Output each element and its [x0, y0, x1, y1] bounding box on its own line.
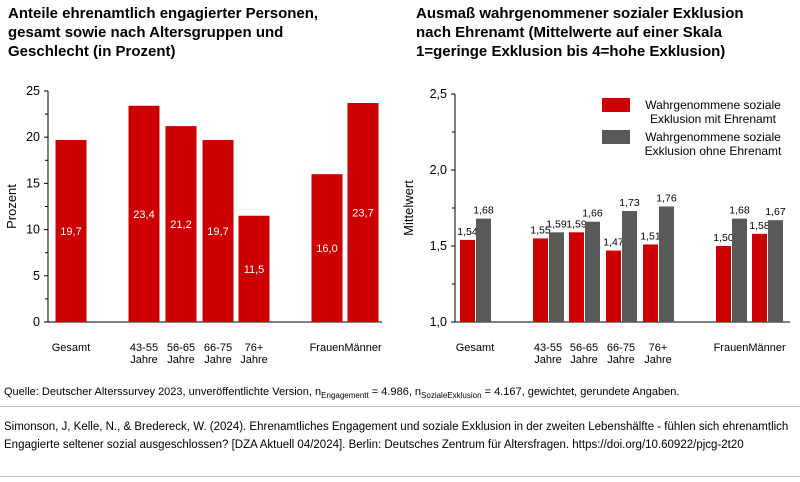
left-chart-title: Anteile ehrenamtlich engagierter Persone…: [8, 5, 319, 60]
left-y-tick-label: 5: [33, 269, 40, 283]
right-bar-value-label: 1,73: [619, 197, 640, 209]
left-category-label: 66-75 Jahre: [204, 342, 232, 366]
left-y-tick-label: 10: [26, 223, 40, 237]
right-y-tick-label: 2,0: [430, 163, 447, 177]
right-y-tick-label: 1,0: [430, 315, 447, 329]
charts-svg: 0 5 10 15 20 25 Prozent 19,7 Gesamt 23,4 43-55 Jahr…: [4, 84, 790, 366]
source-note: Quelle: Deutscher Alterssurvey 2023, unv…: [4, 386, 679, 400]
right-bar-with-volunteering: [533, 238, 548, 322]
left-y-tick-label: 0: [33, 315, 40, 329]
source-mid: = 4.986, n: [368, 386, 422, 398]
left-bar: [311, 174, 343, 322]
right-bar-value-label: 1,58: [749, 220, 770, 232]
right-bar-with-volunteering: [643, 244, 658, 322]
right-bar-value-label: 1,59: [566, 218, 587, 230]
divider-bottom: [0, 476, 800, 477]
right-category-label: 76+ Jahre: [644, 342, 672, 366]
right-bar-with-volunteering: [460, 239, 475, 322]
right-bar-with-volunteering: [716, 246, 731, 322]
right-bar-value-label: 1,47: [603, 237, 624, 249]
right-bar-without-volunteering: [476, 218, 491, 322]
left-bar: [202, 139, 234, 322]
right-category-label: 43-55 Jahre: [534, 342, 562, 366]
source-prefix: Quelle: Deutscher Alterssurvey 2023, unv…: [4, 386, 322, 398]
left-y-axis-title: Prozent: [4, 184, 19, 229]
right-bar-value-label: 1,51: [640, 230, 661, 242]
legend-swatch: [602, 98, 630, 112]
right-y-tick-label: 2,5: [430, 87, 447, 101]
citation-text: Simonson, J, Kelle, N., & Bredereck, W. …: [4, 421, 789, 451]
right-bar-value-label: 1,59: [546, 218, 567, 230]
left-category-label: 76+ Jahre: [240, 342, 268, 366]
legend-label: Wahrgenommene soziale Exklusion ohne Ehre…: [645, 130, 782, 158]
left-bar-value-label: 16,0: [316, 243, 337, 255]
right-bar-value-label: 1,76: [656, 192, 677, 204]
divider-top: [0, 406, 800, 407]
left-y-tick-label: 25: [26, 84, 40, 98]
right-y-axis-title: Mittelwert: [401, 180, 416, 236]
left-category-label: 43-55 Jahre: [130, 342, 158, 366]
right-y-tick-label: 1,5: [430, 239, 447, 253]
source-suffix: = 4.167, gewichtet, gerundete Angaben.: [481, 386, 680, 398]
right-bar-without-volunteering: [549, 232, 564, 322]
right-category-label: 66-75 Jahre: [607, 342, 635, 366]
left-y-tick-label: 20: [26, 130, 40, 144]
left-bar: [238, 215, 270, 322]
right-category-label: Frauen: [714, 342, 749, 354]
right-chart-title: Ausmaß wahrgenommener sozialer Exklusion…: [416, 5, 744, 60]
right-bar-without-volunteering: [659, 206, 674, 322]
right-bar-value-label: 1,66: [582, 208, 603, 220]
right-bar-with-volunteering: [606, 250, 621, 322]
left-category-label: Männer: [344, 342, 382, 354]
right-bar-with-volunteering: [752, 233, 767, 322]
right-category-label: Männer: [748, 342, 786, 354]
source-sub-exclusion: SozialeExklusion: [421, 391, 482, 401]
right-category-label: Gesamt: [456, 342, 495, 354]
right-bar-without-volunteering: [732, 218, 747, 322]
left-bar: [128, 105, 160, 322]
source-sub-engagement: Engagementt: [321, 391, 369, 401]
right-category-label: 56-65 Jahre: [570, 342, 598, 366]
right-bar-with-volunteering: [569, 232, 584, 322]
right-bar-without-volunteering: [622, 211, 637, 322]
right-bar-value-label: 1,55: [530, 224, 551, 236]
left-bar-value-label: 19,7: [207, 226, 228, 238]
left-bar: [165, 126, 197, 322]
right-bar-value-label: 1,50: [713, 232, 734, 244]
left-bar-value-label: 23,4: [133, 209, 154, 221]
left-bar-value-label: 19,7: [60, 226, 81, 238]
legend-swatch: [602, 130, 630, 144]
right-bar-value-label: 1,54: [457, 226, 478, 238]
left-bar: [55, 139, 87, 322]
left-y-tick-label: 15: [26, 176, 40, 190]
left-bar-value-label: 11,5: [244, 264, 265, 276]
right-bar-without-volunteering: [585, 221, 600, 322]
left-category-label: Frauen: [310, 342, 345, 354]
right-bar-value-label: 1,68: [473, 205, 494, 217]
right-bar-value-label: 1,67: [765, 206, 786, 218]
right-bar-value-label: 1,68: [729, 205, 750, 217]
left-bar: [347, 103, 379, 323]
left-category-label: Gesamt: [52, 342, 91, 354]
left-category-label: 56-65 Jahre: [167, 342, 195, 366]
legend-label: Wahrgenommene soziale Exklusion mit Ehren…: [645, 98, 781, 126]
left-bar-value-label: 21,2: [170, 219, 191, 231]
left-bar-value-label: 23,7: [352, 208, 373, 220]
right-bar-without-volunteering: [768, 220, 783, 322]
